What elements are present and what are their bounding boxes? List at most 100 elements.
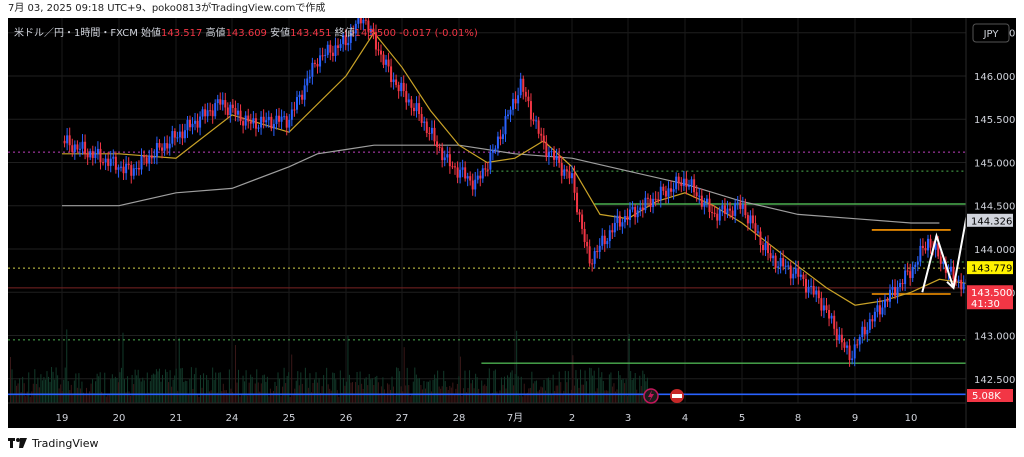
candle[interactable] xyxy=(63,140,66,144)
candle[interactable] xyxy=(173,131,176,138)
candle[interactable] xyxy=(807,286,810,293)
candle[interactable] xyxy=(894,286,897,296)
candle[interactable] xyxy=(695,192,698,197)
candle[interactable] xyxy=(687,185,690,187)
candle[interactable] xyxy=(939,256,942,264)
candle[interactable] xyxy=(598,245,601,252)
candle[interactable] xyxy=(751,215,754,224)
candle[interactable] xyxy=(919,245,922,262)
candle[interactable] xyxy=(779,258,782,267)
candle[interactable] xyxy=(700,195,703,207)
candle[interactable] xyxy=(858,337,861,345)
candle[interactable] xyxy=(804,278,807,293)
candle[interactable] xyxy=(810,285,813,287)
candle[interactable] xyxy=(929,238,932,248)
candle[interactable] xyxy=(104,158,107,163)
candle[interactable] xyxy=(909,271,912,278)
candle[interactable] xyxy=(471,180,474,190)
candle[interactable] xyxy=(501,134,504,140)
candle[interactable] xyxy=(244,115,247,126)
candle[interactable] xyxy=(586,241,589,247)
candle[interactable] xyxy=(196,120,199,128)
candle[interactable] xyxy=(703,202,706,207)
candle[interactable] xyxy=(148,155,151,164)
tradingview-logo-icon[interactable] xyxy=(8,437,28,449)
candle[interactable] xyxy=(459,169,462,178)
candle[interactable] xyxy=(334,45,337,56)
candle[interactable] xyxy=(236,110,239,115)
candle[interactable] xyxy=(81,141,84,149)
candle[interactable] xyxy=(461,167,464,170)
candle[interactable] xyxy=(952,266,955,280)
candle[interactable] xyxy=(718,209,721,221)
candle[interactable] xyxy=(390,66,393,83)
candle[interactable] xyxy=(278,115,281,122)
candle[interactable] xyxy=(830,315,833,319)
candle[interactable] xyxy=(229,104,232,115)
candle[interactable] xyxy=(71,145,74,153)
candle[interactable] xyxy=(265,120,268,123)
candle[interactable] xyxy=(634,206,637,218)
candle[interactable] xyxy=(601,235,604,246)
candle[interactable] xyxy=(729,208,732,211)
candle[interactable] xyxy=(583,228,586,242)
candle[interactable] xyxy=(545,142,548,158)
candle[interactable] xyxy=(168,143,171,149)
candle[interactable] xyxy=(433,127,436,142)
candle[interactable] xyxy=(155,143,158,157)
candle[interactable] xyxy=(161,147,164,151)
candle[interactable] xyxy=(828,309,831,319)
candle[interactable] xyxy=(239,110,242,122)
candle[interactable] xyxy=(321,55,324,57)
candle[interactable] xyxy=(211,110,214,117)
candle[interactable] xyxy=(716,213,719,221)
candle[interactable] xyxy=(137,168,140,170)
candle[interactable] xyxy=(324,54,327,56)
candle[interactable] xyxy=(204,109,207,117)
candle[interactable] xyxy=(387,59,390,67)
candle[interactable] xyxy=(822,305,825,311)
candle[interactable] xyxy=(130,165,133,176)
candle[interactable] xyxy=(372,28,375,33)
candle[interactable] xyxy=(662,186,665,191)
candle[interactable] xyxy=(402,82,405,92)
candle[interactable] xyxy=(183,130,186,139)
candle[interactable] xyxy=(644,197,647,211)
candle[interactable] xyxy=(226,107,229,115)
candle[interactable] xyxy=(942,261,945,264)
candle[interactable] xyxy=(618,215,621,227)
candle[interactable] xyxy=(339,44,342,48)
candle[interactable] xyxy=(347,42,350,46)
candle[interactable] xyxy=(537,120,540,134)
candle[interactable] xyxy=(150,155,153,159)
candle[interactable] xyxy=(553,151,556,160)
candle[interactable] xyxy=(588,246,591,264)
candle[interactable] xyxy=(754,223,757,233)
candle[interactable] xyxy=(886,299,889,302)
candle[interactable] xyxy=(571,173,573,179)
candle[interactable] xyxy=(560,162,563,176)
candle[interactable] xyxy=(815,290,818,295)
candle[interactable] xyxy=(731,210,734,216)
candle[interactable] xyxy=(163,143,166,151)
candle[interactable] xyxy=(896,287,899,296)
candle[interactable] xyxy=(303,85,306,100)
candle[interactable] xyxy=(132,168,135,176)
candle[interactable] xyxy=(337,45,340,48)
candle[interactable] xyxy=(145,157,148,164)
candle[interactable] xyxy=(288,119,291,128)
candle[interactable] xyxy=(527,96,530,102)
candle[interactable] xyxy=(851,358,854,361)
candle[interactable] xyxy=(209,110,212,112)
candle[interactable] xyxy=(914,264,917,267)
candle[interactable] xyxy=(563,169,566,176)
candle[interactable] xyxy=(448,154,451,167)
candle[interactable] xyxy=(611,230,614,233)
candle[interactable] xyxy=(476,175,479,180)
candle[interactable] xyxy=(117,167,120,170)
candle[interactable] xyxy=(262,116,265,123)
candle[interactable] xyxy=(499,136,502,140)
candle[interactable] xyxy=(739,202,742,209)
candle[interactable] xyxy=(960,279,963,290)
candle[interactable] xyxy=(301,94,304,100)
